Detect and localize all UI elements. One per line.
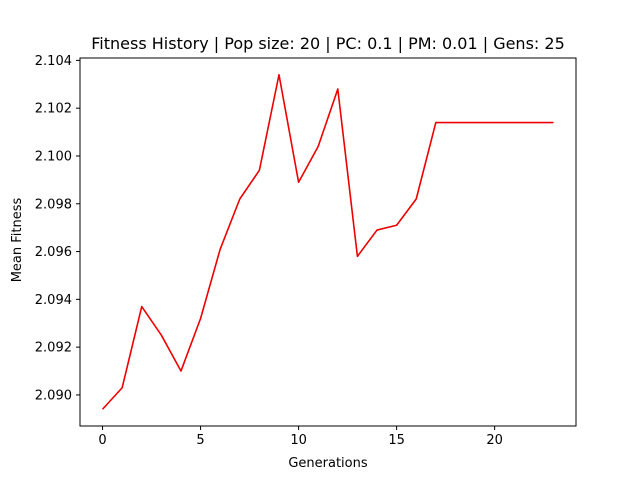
x-tick-label: 5 <box>196 433 204 448</box>
x-tick-label: 15 <box>388 433 405 448</box>
y-tick-label: 2.104 <box>35 54 72 69</box>
series-line-0 <box>101 73 554 410</box>
x-axis-title: Generations <box>288 456 368 471</box>
y-axis-title: Mean Fitness <box>10 197 25 282</box>
y-tick-label: 2.100 <box>35 149 72 164</box>
chart-title: Fitness History | Pop size: 20 | PC: 0.1… <box>91 34 565 53</box>
x-tick-label: 0 <box>98 433 106 448</box>
plot-frame <box>79 57 577 427</box>
plot-area: 0 5 10 15 20 2.090 2.092 2.094 2.096 2.098 2.100 2.… <box>35 54 577 448</box>
y-tick-label: 2.094 <box>35 293 72 308</box>
y-tick-label: 2.096 <box>35 245 72 260</box>
y-tick-label: 2.092 <box>35 341 72 356</box>
x-tick-label: 20 <box>486 433 503 448</box>
y-tick-label: 2.098 <box>35 197 72 212</box>
x-tick-label: 10 <box>290 433 307 448</box>
y-tick-label: 2.102 <box>35 102 72 117</box>
y-tick-label: 2.090 <box>35 388 72 403</box>
